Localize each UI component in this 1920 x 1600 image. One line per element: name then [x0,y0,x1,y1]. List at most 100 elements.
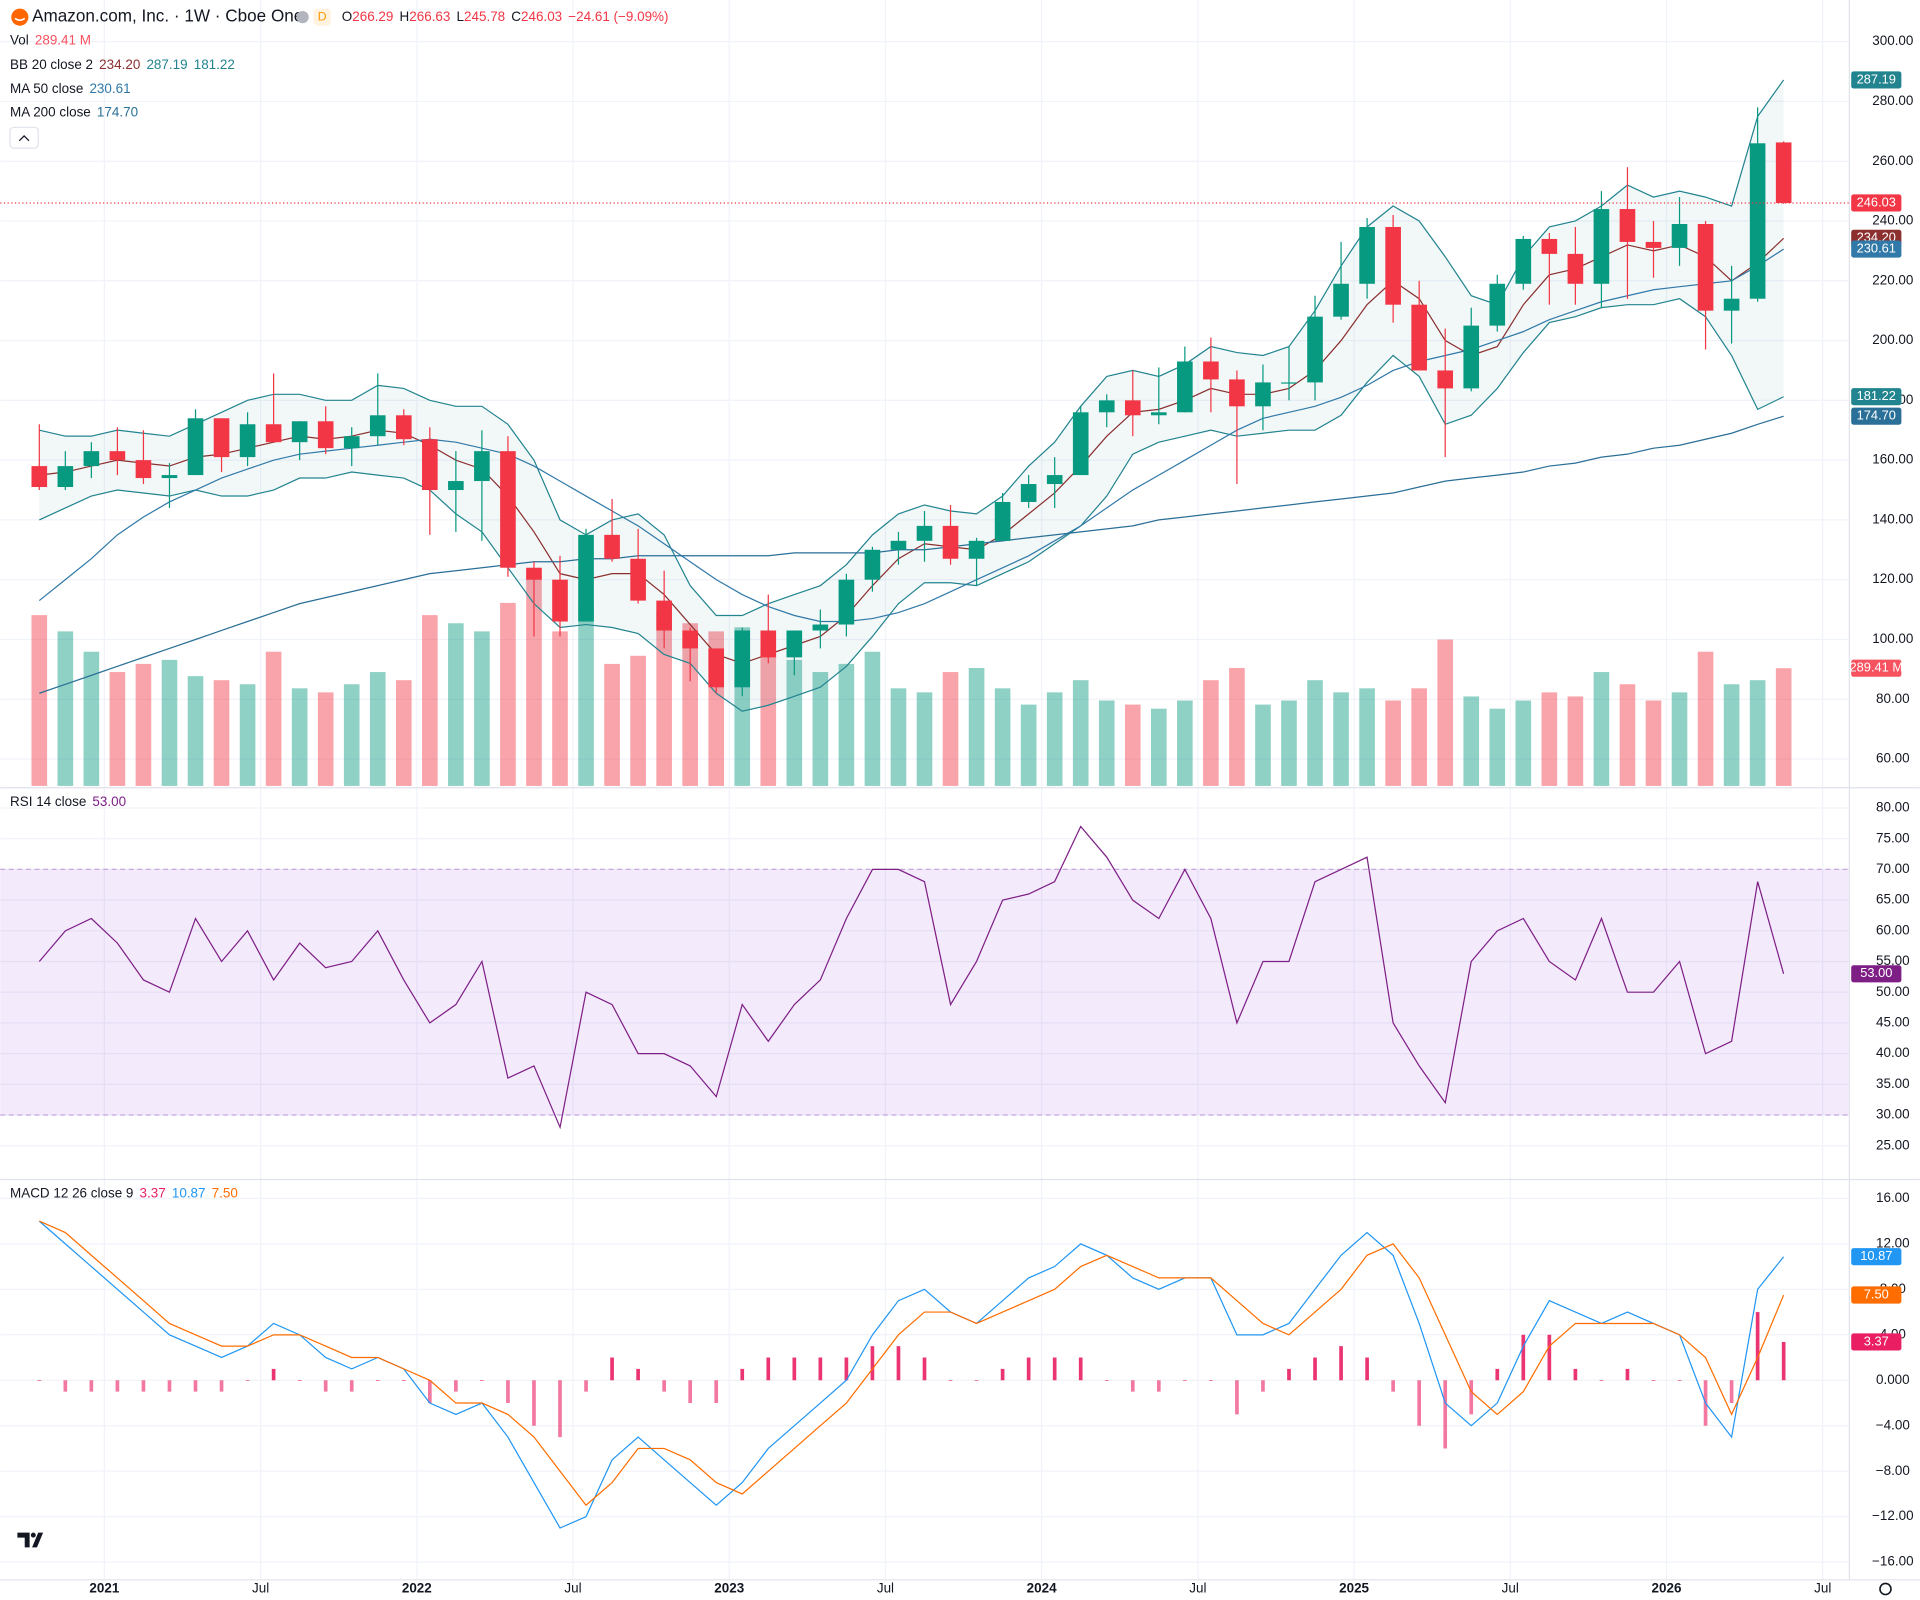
ohlc-value: 245.78 [464,9,505,24]
x-tick-label: Jul [564,1581,581,1596]
y-tick-label: 60.00 [1876,751,1910,766]
histogram-bar [1235,1380,1239,1415]
price-badge-bg [1851,194,1902,212]
logo-shape [17,1532,44,1548]
candle-body [786,630,803,658]
histogram-bar [1313,1357,1317,1381]
histogram-bar [1417,1380,1422,1426]
x-tick-label: Jul [1502,1581,1519,1596]
tradingview-logo[interactable] [17,1532,44,1548]
histogram-bar [532,1380,536,1426]
price-badge: 53.00 [1851,965,1902,983]
x-tick-label: 2022 [402,1581,432,1596]
change-value: −24.61 (−9.09%) [568,9,668,24]
candle-body [838,579,855,625]
data-badge[interactable]: D [318,9,327,23]
price-badge-label: 7.50 [1864,1286,1889,1301]
candle-body [1489,283,1506,326]
candle-body [1307,316,1323,383]
collapse-button[interactable] [9,126,39,149]
price-badge-label: 10.87 [1860,1248,1892,1263]
volume-bar [526,574,542,786]
volume-bar [1046,692,1063,786]
settings-button[interactable] [1879,1582,1892,1596]
candle-body [1020,484,1037,502]
y-tick-label: 30.00 [1876,1107,1910,1122]
histogram-bar [193,1380,198,1392]
price-badge-bg [1851,1333,1902,1351]
price-badge-label: 181.22 [1857,388,1896,403]
candle-body [916,525,933,541]
y-tick-label: 80.00 [1876,800,1910,815]
candle-body [31,466,48,488]
histogram-bar [1729,1380,1734,1403]
symbol-title[interactable]: Amazon.com, Inc. · 1W · Cboe One [32,6,303,26]
histogram-bar [63,1380,68,1392]
volume-bar [1229,667,1245,786]
y-tick-label: 65.00 [1876,892,1910,907]
ohlc-key: O [342,9,352,24]
price-badge-label: 53.00 [1860,965,1892,980]
volume-bar [1385,700,1401,786]
legend-item: MACD 12 26 close 9 [10,1185,133,1200]
y-tick-label: 100.00 [1872,631,1913,646]
candle-body [239,424,256,458]
histogram-bar [584,1380,588,1392]
volume-bar [1749,680,1766,786]
y-tick-label: 25.00 [1876,1137,1910,1152]
volume-bar [213,680,230,786]
candle-body [682,630,698,649]
legend-item: MA 200 close [10,104,91,119]
legend-item: 174.70 [97,104,138,119]
candle-body [630,558,646,601]
histogram-bar [1677,1380,1682,1381]
histogram-bar [1651,1380,1656,1381]
price-badge: 3.37 [1851,1333,1902,1351]
x-tick-label: 2021 [89,1581,119,1596]
price-badge: 246.03 [1851,194,1902,212]
y-tick-label: 260.00 [1872,153,1913,168]
candle-body [968,540,985,559]
ohlc-key: C [511,9,521,24]
ohlc-value: 246.03 [521,9,562,24]
candle-body [1359,226,1375,284]
y-tick-label: 220.00 [1872,272,1913,287]
status-dot [296,11,309,24]
volume-bar [1307,680,1323,786]
volume-bar [942,672,959,786]
volume-bar [239,684,256,786]
data-badge-bg [313,8,331,26]
price-badge-label: 289.41 M [1850,660,1904,675]
volume-bar [1177,700,1193,786]
histogram-bar [1781,1341,1786,1381]
candle-body [317,421,334,449]
volume-bar [83,651,100,786]
candle-body [578,534,594,622]
collapse-icon [18,135,30,142]
candle-body [1203,361,1219,380]
histogram-bar [37,1380,42,1381]
volume-bar [1567,696,1584,786]
price-badge-bg [1851,659,1902,677]
histogram-bar [558,1380,562,1438]
candle-body [1775,142,1792,203]
y-tick-label: 60.00 [1876,922,1910,937]
histogram-bar [818,1357,823,1381]
candle-body [1593,209,1610,284]
candle-body [526,567,542,580]
volume-bar [135,663,152,786]
x-tick-label: 2024 [1027,1581,1057,1596]
y-tick-label: 80.00 [1876,691,1910,706]
legend-layer: Amazon.com, Inc. · 1W · Cboe One D O266.… [9,6,1892,1596]
histogram-bar [1104,1380,1109,1381]
volume-bar [968,667,985,786]
histogram-bar [714,1380,719,1403]
y-tick-label: −8.00 [1876,1463,1910,1478]
legend-row: BB 20 close 2 234.20 287.19 181.22 [10,56,235,71]
histogram-bar [1078,1357,1083,1381]
volume-bar [1151,708,1167,786]
candle-body [1515,238,1532,284]
y-tick-label: 280.00 [1872,93,1913,108]
candle-body [161,475,178,479]
